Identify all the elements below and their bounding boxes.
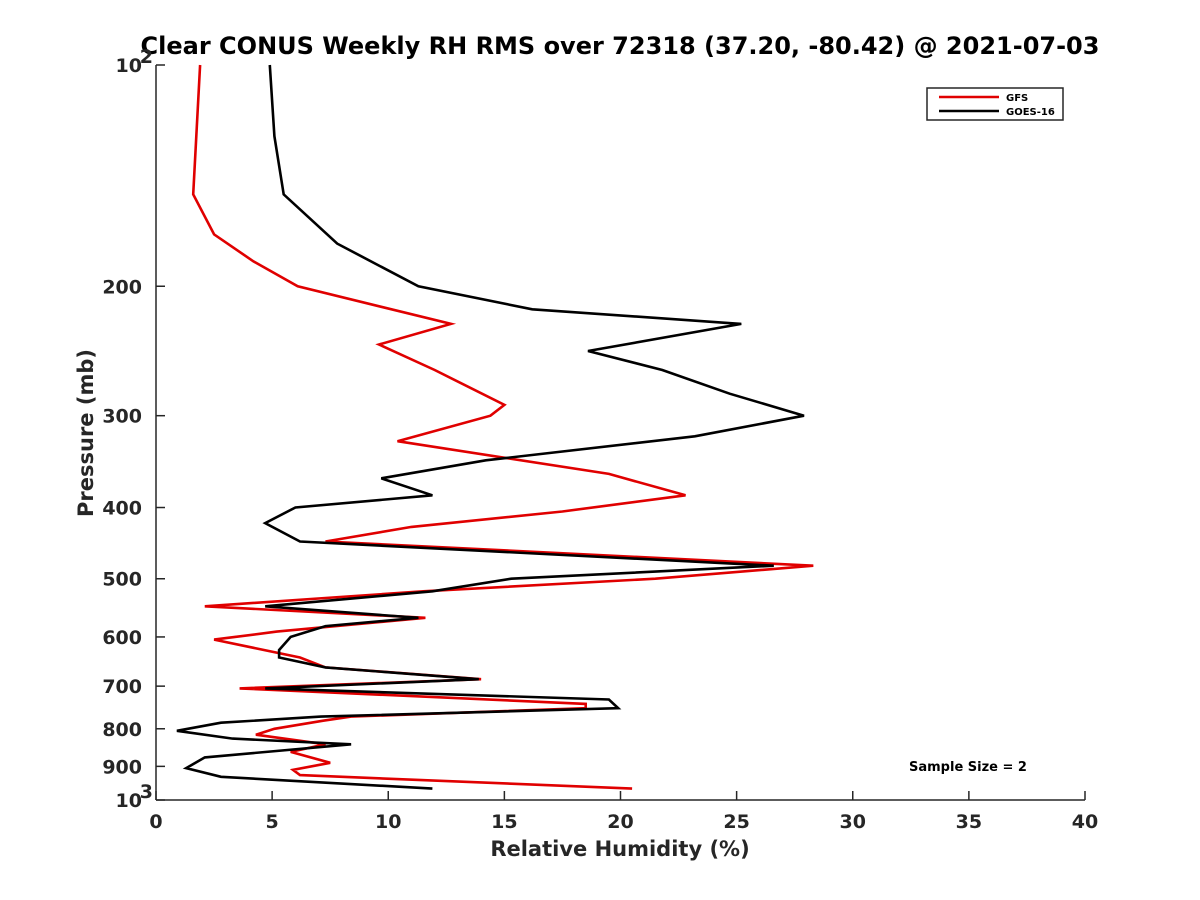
y-axis-label: Pressure (mb) <box>74 349 98 517</box>
x-tick-label-20: 20 <box>607 811 633 833</box>
y-tick-label-300: 300 <box>102 406 142 428</box>
legend-label-gfs: GFS <box>1006 93 1028 104</box>
x-tick-label-0: 0 <box>149 811 162 833</box>
y-tick-label-900: 900 <box>102 756 142 778</box>
series-line-goes16 <box>176 64 805 790</box>
y-tick-label-700: 700 <box>102 676 142 698</box>
y-tick-label-600: 600 <box>102 627 142 649</box>
x-tick-label-30: 30 <box>840 811 866 833</box>
x-tick-label-5: 5 <box>266 811 279 833</box>
x-tick-label-40: 40 <box>1072 811 1098 833</box>
y-tick-exponent-1000: 3 <box>140 781 153 803</box>
legend: GFS GOES-16 <box>926 87 1064 121</box>
y-tick-label-1000: 10 <box>116 790 142 812</box>
y-tick-label-100: 10 <box>116 55 142 77</box>
y-tick-label-400: 400 <box>102 498 142 520</box>
axes-layer: 0 5 10 15 20 25 30 35 40102200300400500600700800… <box>102 46 1098 833</box>
sample-size-annotation: Sample Size = 2 <box>909 760 1027 775</box>
y-tick-label-500: 500 <box>102 569 142 591</box>
series-line-gfs <box>191 64 814 790</box>
legend-label-goes16: GOES-16 <box>1006 107 1055 118</box>
x-tick-label-15: 15 <box>491 811 517 833</box>
x-tick-label-35: 35 <box>956 811 982 833</box>
x-tick-label-10: 10 <box>375 811 401 833</box>
legend-box <box>926 87 1064 121</box>
chart-title: Clear CONUS Weekly RH RMS over 72318 (37… <box>141 32 1100 60</box>
series-layer <box>176 64 814 790</box>
x-axis-label: Relative Humidity (%) <box>490 837 749 861</box>
y-tick-exponent-100: 2 <box>140 46 153 68</box>
y-tick-label-800: 800 <box>102 719 142 741</box>
y-tick-label-200: 200 <box>102 276 142 298</box>
x-tick-label-25: 25 <box>723 811 749 833</box>
